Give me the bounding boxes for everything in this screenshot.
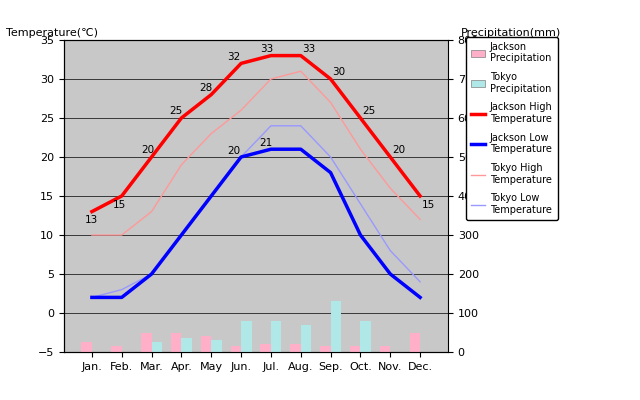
Bar (241, 321, 252, 352)
Bar (380, 346, 390, 352)
Text: 28: 28 (199, 83, 212, 93)
Text: 15: 15 (113, 200, 126, 210)
Bar (331, 301, 341, 352)
Text: 15: 15 (422, 200, 435, 210)
Text: 33: 33 (302, 44, 316, 54)
Text: 25: 25 (362, 106, 375, 116)
Bar (141, 332, 152, 352)
Bar (260, 344, 271, 352)
Text: 20: 20 (392, 145, 405, 155)
Bar (230, 346, 241, 352)
Bar (81, 342, 92, 352)
Text: 21: 21 (259, 138, 272, 148)
Bar (181, 338, 192, 352)
Text: 20: 20 (141, 145, 154, 155)
Legend: Jackson
Precipitation, Tokyo
Precipitation, Jackson High
Temperature, Jackson Lo: Jackson Precipitation, Tokyo Precipitati… (466, 37, 557, 220)
Bar (291, 344, 301, 352)
Text: Temperature(℃): Temperature(℃) (6, 28, 99, 38)
Bar (301, 325, 311, 352)
Bar (320, 346, 331, 352)
Bar (201, 336, 211, 352)
Text: 30: 30 (332, 67, 345, 77)
Bar (360, 321, 371, 352)
Text: 33: 33 (260, 44, 274, 54)
Text: 20: 20 (228, 146, 241, 156)
Text: Precipitation(mm): Precipitation(mm) (461, 28, 561, 38)
Bar (271, 321, 282, 352)
Bar (350, 346, 360, 352)
Text: 25: 25 (170, 106, 183, 116)
Bar (211, 340, 221, 352)
Bar (171, 332, 181, 352)
Bar (152, 342, 162, 352)
Text: 32: 32 (228, 52, 241, 62)
Bar (111, 346, 122, 352)
Text: 13: 13 (84, 215, 98, 225)
Bar (410, 332, 420, 352)
